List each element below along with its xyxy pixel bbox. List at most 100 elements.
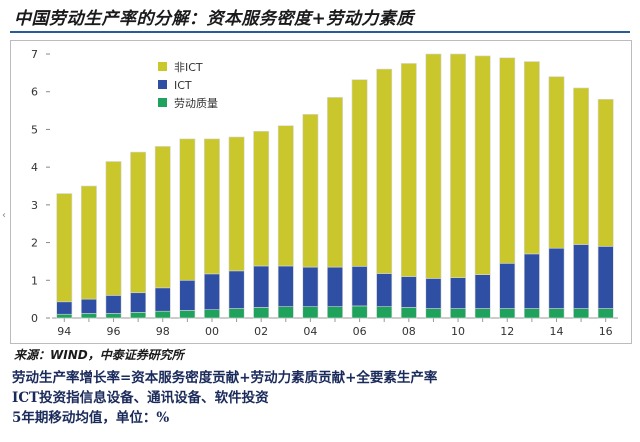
legend-swatch	[158, 62, 167, 71]
bar-segment	[56, 301, 73, 315]
bar-segment	[450, 308, 466, 319]
footnote-line: 劳动生产率增长率=资本服务密度贡献+劳动力素质贡献+全要素生产率	[12, 370, 438, 386]
bar-segment	[573, 308, 590, 319]
bar-segment	[253, 131, 270, 267]
y-axis: 0 1 2 3 4 5 6 7	[31, 48, 50, 325]
footnote-line: ICT投资指信息设备、通讯设备、软件投资	[12, 390, 269, 406]
bar-segment	[56, 193, 73, 303]
bar-segment	[80, 313, 97, 319]
x-tick-label: 94	[57, 325, 71, 338]
bar-segment	[499, 263, 516, 309]
bar-segment	[327, 306, 343, 319]
bar-segment	[376, 273, 393, 307]
x-tick-label: 08	[402, 325, 416, 338]
bar-segment	[80, 298, 97, 314]
y-tick-label: 6	[31, 86, 38, 99]
x-tick-label: 02	[254, 325, 268, 338]
bar-segment	[179, 310, 196, 319]
bar-segment	[351, 305, 368, 319]
bar-segment	[179, 279, 196, 311]
bar-segment	[597, 246, 614, 309]
bar-segment	[474, 308, 491, 319]
bar-segment	[450, 277, 466, 309]
bar-segment	[376, 306, 393, 319]
x-axis: 94 96 98 00 02 04 06 08 10 12 14 16	[52, 317, 618, 338]
margin-mark: ‹	[2, 210, 6, 221]
bar-segment	[400, 307, 417, 319]
bar-segment	[523, 308, 540, 319]
bar-segment	[474, 274, 491, 309]
x-tick-label: 06	[353, 325, 367, 338]
bar-segment	[228, 136, 245, 272]
bar-segment	[204, 309, 220, 319]
bar-segment	[253, 265, 270, 308]
legend: 非ICT ICT 劳动质量	[158, 61, 218, 110]
bar-segment	[105, 295, 122, 314]
bar-segment	[499, 308, 516, 319]
x-tick-label: 12	[500, 325, 514, 338]
bar-segment	[105, 313, 122, 319]
legend-label: 劳动质量	[174, 97, 218, 110]
x-tick-label: 14	[549, 325, 563, 338]
bar-segment	[130, 312, 147, 319]
x-tick-label: 16	[599, 325, 613, 338]
bar-segment	[302, 306, 319, 319]
bar-series-group	[56, 53, 614, 319]
legend-swatch	[158, 98, 167, 107]
bar-segment	[450, 53, 466, 278]
bar-segment	[425, 278, 442, 309]
bar-segment	[277, 125, 294, 267]
bar-segment	[376, 68, 393, 274]
bar-segment	[80, 185, 97, 300]
bar-segment	[523, 253, 540, 309]
y-tick-label: 0	[31, 312, 38, 325]
bar-segment	[548, 76, 565, 249]
bar-segment	[277, 306, 294, 319]
bar-segment	[228, 308, 245, 319]
x-tick-label: 10	[451, 325, 465, 338]
bar-segment	[56, 313, 73, 319]
bar-segment	[154, 287, 171, 312]
bar-segment	[523, 61, 540, 255]
bar-segment	[179, 138, 196, 281]
footnote-line: 5年期移动均值，单位：%	[12, 410, 170, 426]
bar-segment	[597, 308, 614, 319]
legend-label: 非ICT	[174, 61, 203, 74]
bar-segment	[253, 307, 270, 319]
legend-label: ICT	[174, 79, 192, 92]
legend-swatch	[158, 80, 167, 89]
source-note: 来源：WIND，中泰证券研究所	[14, 348, 184, 362]
bar-segment	[327, 266, 343, 307]
chart-title: 中国劳动生产率的分解：资本服务密度+劳动力素质	[14, 9, 414, 29]
title-divider	[10, 31, 630, 33]
bar-segment	[548, 247, 565, 309]
x-tick-label: 00	[205, 325, 219, 338]
bar-segment	[400, 63, 417, 277]
bar-segment	[302, 266, 319, 307]
bar-segment	[154, 310, 171, 319]
y-tick-label: 5	[31, 123, 38, 136]
bar-segment	[130, 292, 147, 313]
footnotes: 劳动生产率增长率=资本服务密度贡献+劳动力素质贡献+全要素生产率 ICT投资指信…	[12, 368, 437, 428]
bar-segment	[105, 161, 122, 296]
y-tick-label: 7	[31, 48, 38, 61]
x-tick-label: 98	[156, 325, 170, 338]
bar-segment	[351, 266, 368, 307]
bar-segment	[597, 98, 614, 247]
bar-segment	[425, 53, 442, 279]
bar-segment	[573, 244, 590, 309]
bar-segment	[228, 270, 245, 309]
y-tick-label: 4	[31, 161, 38, 174]
x-tick-label: 96	[107, 325, 121, 338]
bar-segment	[499, 57, 516, 264]
bar-segment	[351, 79, 368, 267]
bar-segment	[154, 146, 171, 289]
bar-segment	[425, 308, 442, 319]
y-tick-label: 1	[31, 274, 38, 287]
y-tick-label: 3	[31, 199, 38, 212]
bar-segment	[474, 55, 491, 275]
bar-segment	[204, 138, 220, 275]
bar-segment	[327, 97, 343, 268]
bar-segment	[573, 87, 590, 245]
